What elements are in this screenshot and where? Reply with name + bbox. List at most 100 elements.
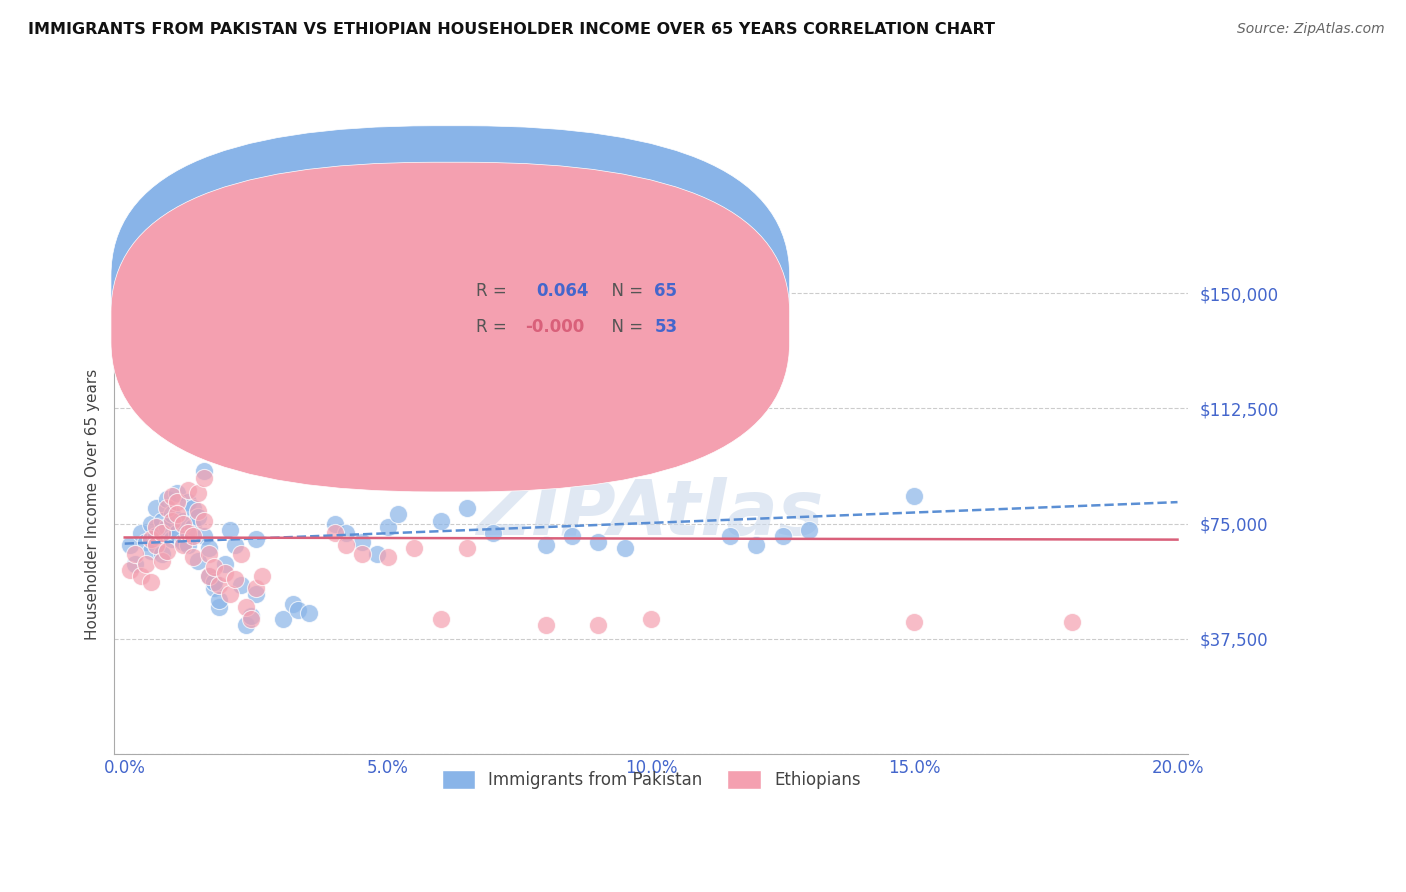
Point: [160, 489, 183, 503]
Point: [181, 550, 204, 565]
Point: [235, 618, 257, 632]
Point: [366, 548, 388, 562]
Point: [150, 525, 173, 540]
Point: [172, 538, 194, 552]
Point: [177, 483, 200, 497]
Point: [118, 563, 141, 577]
Legend: Immigrants from Pakistan, Ethiopians: Immigrants from Pakistan, Ethiopians: [434, 764, 868, 796]
Point: [172, 535, 194, 549]
Point: [118, 538, 141, 552]
Point: [588, 535, 610, 549]
Point: [139, 575, 162, 590]
Point: [166, 495, 188, 509]
Point: [156, 544, 179, 558]
Point: [229, 578, 252, 592]
Point: [214, 557, 236, 571]
FancyBboxPatch shape: [111, 126, 790, 456]
Point: [456, 541, 478, 556]
Text: N =: N =: [600, 318, 648, 336]
Point: [271, 612, 294, 626]
Point: [139, 544, 162, 558]
Point: [187, 504, 209, 518]
FancyBboxPatch shape: [111, 162, 790, 491]
Point: [139, 532, 162, 546]
Point: [181, 501, 204, 516]
Point: [377, 519, 399, 533]
Point: [534, 618, 557, 632]
Text: 0.064: 0.064: [536, 282, 589, 300]
Point: [240, 608, 263, 623]
Y-axis label: Householder Income Over 65 years: Householder Income Over 65 years: [86, 368, 100, 640]
Point: [198, 569, 221, 583]
Point: [588, 618, 610, 632]
Point: [129, 525, 152, 540]
Point: [651, 372, 673, 386]
Point: [772, 529, 794, 543]
Point: [335, 538, 357, 552]
Point: [1062, 615, 1084, 629]
Point: [145, 519, 167, 533]
Point: [139, 516, 162, 531]
Point: [187, 510, 209, 524]
Point: [198, 569, 221, 583]
Text: ZIPAtlas: ZIPAtlas: [478, 477, 825, 551]
Text: Source: ZipAtlas.com: Source: ZipAtlas.com: [1237, 22, 1385, 37]
Point: [150, 514, 173, 528]
Point: [135, 557, 157, 571]
Point: [245, 587, 267, 601]
Point: [202, 559, 225, 574]
Point: [177, 525, 200, 540]
Point: [350, 548, 373, 562]
Point: [214, 566, 236, 580]
Point: [640, 347, 662, 361]
Point: [145, 529, 167, 543]
Point: [202, 575, 225, 590]
Point: [160, 514, 183, 528]
Point: [198, 548, 221, 562]
Point: [797, 523, 820, 537]
Text: 65: 65: [654, 282, 678, 300]
Point: [193, 464, 215, 478]
Text: R =: R =: [477, 318, 512, 336]
Point: [156, 491, 179, 506]
Point: [377, 550, 399, 565]
FancyBboxPatch shape: [415, 267, 727, 350]
Point: [124, 548, 146, 562]
Point: [718, 529, 741, 543]
Text: 53: 53: [654, 318, 678, 336]
Point: [277, 446, 299, 460]
Point: [208, 599, 231, 614]
Point: [287, 603, 309, 617]
Point: [135, 535, 157, 549]
Point: [198, 541, 221, 556]
Text: -0.000: -0.000: [526, 318, 585, 336]
Point: [745, 538, 768, 552]
Point: [335, 525, 357, 540]
Point: [208, 578, 231, 592]
Point: [156, 519, 179, 533]
Point: [429, 514, 451, 528]
Point: [903, 489, 925, 503]
Text: R =: R =: [477, 282, 517, 300]
Point: [640, 612, 662, 626]
Point: [177, 495, 200, 509]
Point: [240, 612, 263, 626]
Point: [534, 538, 557, 552]
Point: [323, 516, 346, 531]
Point: [613, 541, 636, 556]
Point: [271, 440, 294, 454]
Point: [166, 525, 188, 540]
Point: [187, 553, 209, 567]
Point: [245, 532, 267, 546]
Point: [250, 569, 273, 583]
Point: [129, 569, 152, 583]
Point: [482, 525, 505, 540]
Point: [323, 525, 346, 540]
Point: [903, 615, 925, 629]
Point: [166, 486, 188, 500]
Point: [181, 529, 204, 543]
Point: [229, 548, 252, 562]
Point: [219, 587, 242, 601]
Point: [145, 501, 167, 516]
Point: [404, 541, 426, 556]
